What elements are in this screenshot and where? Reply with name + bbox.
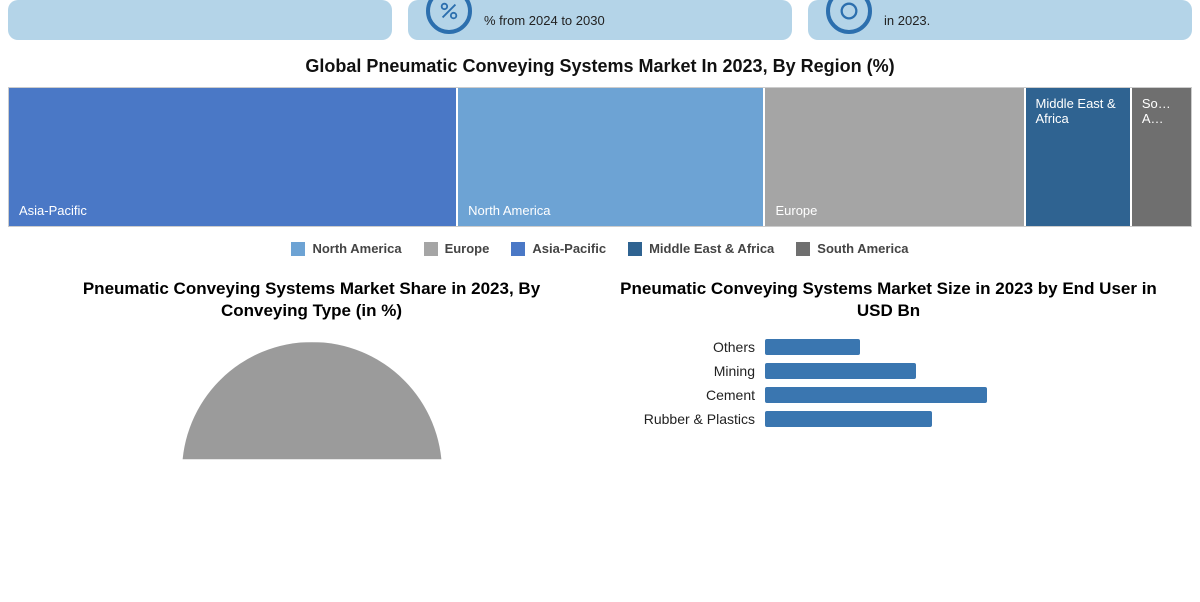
bar-label: Mining xyxy=(615,363,765,379)
treemap-cell: North America xyxy=(458,88,765,226)
legend-item: Europe xyxy=(424,241,490,256)
bar-track xyxy=(765,387,1162,403)
bar-title: Pneumatic Conveying Systems Market Size … xyxy=(615,278,1162,322)
legend-swatch xyxy=(796,242,810,256)
bar-row: Cement xyxy=(615,384,1162,406)
conveying-type-pie xyxy=(182,342,442,602)
legend-label: Middle East & Africa xyxy=(649,241,774,256)
legend-item: South America xyxy=(796,241,908,256)
bar-track xyxy=(765,411,1162,427)
pie-panel: Pneumatic Conveying Systems Market Share… xyxy=(38,278,585,602)
bar-track xyxy=(765,363,1162,379)
legend-item: Asia-Pacific xyxy=(511,241,606,256)
bar-row: Mining xyxy=(615,360,1162,382)
percent-icon xyxy=(426,0,472,34)
region-treemap: Asia-Pacific North America Europe Middle Ea… xyxy=(8,87,1192,227)
bar-fill xyxy=(765,411,932,427)
legend-label: Europe xyxy=(445,241,490,256)
region-legend: North America Europe Asia-Pacific Middle Ea… xyxy=(8,241,1192,256)
bar-track xyxy=(765,339,1162,355)
legend-label: North America xyxy=(312,241,401,256)
stat-card-3-text: in 2023. xyxy=(884,13,930,28)
stat-card-1 xyxy=(8,0,392,40)
treemap-cell: Europe xyxy=(765,88,1025,226)
treemap-cell-label: Europe xyxy=(775,203,817,218)
treemap-cell: Asia-Pacific xyxy=(9,88,458,226)
bar-row: Rubber & Plastics xyxy=(615,408,1162,430)
treemap-cell-label: Middle East & Africa xyxy=(1036,96,1120,126)
pie-title: Pneumatic Conveying Systems Market Share… xyxy=(38,278,585,322)
bar-fill xyxy=(765,387,987,403)
bar-panel: Pneumatic Conveying Systems Market Size … xyxy=(615,278,1162,602)
enduser-bar-chart: Others Mining Cement Rubber & Plastics xyxy=(615,336,1162,430)
ring-icon xyxy=(826,0,872,34)
legend-item: North America xyxy=(291,241,401,256)
legend-swatch xyxy=(628,242,642,256)
bar-label: Rubber & Plastics xyxy=(615,411,765,427)
legend-label: South America xyxy=(817,241,908,256)
treemap-title: Global Pneumatic Conveying Systems Marke… xyxy=(8,56,1192,77)
legend-swatch xyxy=(291,242,305,256)
legend-item: Middle East & Africa xyxy=(628,241,774,256)
bar-label: Cement xyxy=(615,387,765,403)
stat-card-2-text: % from 2024 to 2030 xyxy=(484,13,605,28)
treemap-cell-label: So… A… xyxy=(1142,96,1181,126)
legend-swatch xyxy=(511,242,525,256)
legend-label: Asia-Pacific xyxy=(532,241,606,256)
bar-label: Others xyxy=(615,339,765,355)
bar-fill xyxy=(765,339,860,355)
treemap-cell: So… A… xyxy=(1132,88,1191,226)
top-cards-row: % from 2024 to 2030 in 2023. xyxy=(8,0,1192,40)
legend-swatch xyxy=(424,242,438,256)
treemap-cell-label: North America xyxy=(468,203,550,218)
bar-fill xyxy=(765,363,916,379)
treemap-cell-label: Asia-Pacific xyxy=(19,203,87,218)
bar-row: Others xyxy=(615,336,1162,358)
treemap-cell: Middle East & Africa xyxy=(1026,88,1132,226)
stat-card-3: in 2023. xyxy=(808,0,1192,40)
lower-row: Pneumatic Conveying Systems Market Share… xyxy=(8,278,1192,602)
stat-card-2: % from 2024 to 2030 xyxy=(408,0,792,40)
